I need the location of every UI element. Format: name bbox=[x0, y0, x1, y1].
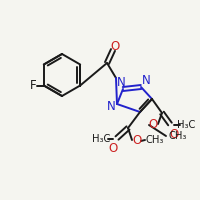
Text: N: N bbox=[117, 76, 125, 90]
Text: H₃C: H₃C bbox=[177, 120, 195, 130]
Text: O: O bbox=[132, 134, 142, 148]
Text: CH₃: CH₃ bbox=[146, 135, 164, 145]
Text: O: O bbox=[110, 40, 120, 52]
Text: N: N bbox=[142, 74, 150, 88]
Text: CH₃: CH₃ bbox=[169, 131, 187, 141]
Text: O: O bbox=[148, 118, 158, 132]
Text: O: O bbox=[108, 142, 118, 154]
Text: H₃C: H₃C bbox=[92, 134, 110, 144]
Text: F: F bbox=[30, 79, 36, 92]
Text: N: N bbox=[107, 100, 115, 114]
Text: O: O bbox=[169, 128, 179, 140]
